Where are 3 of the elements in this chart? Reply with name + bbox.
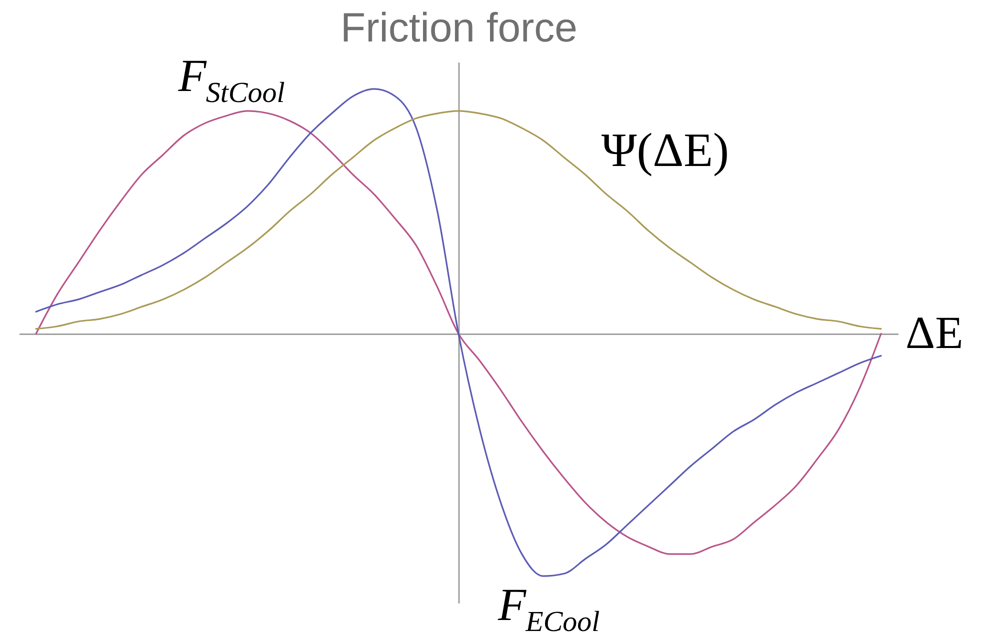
x-axis-title: ΔE xyxy=(906,307,964,358)
y-axis-title: Friction force xyxy=(340,4,578,50)
series-label: Ψ(ΔE) xyxy=(601,124,729,178)
